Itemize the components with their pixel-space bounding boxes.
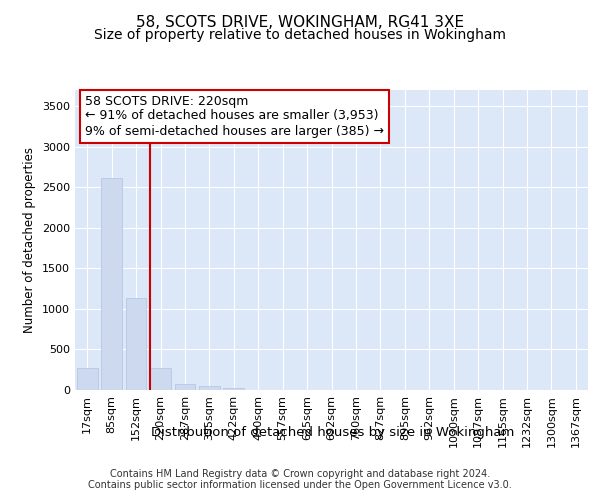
Text: Size of property relative to detached houses in Wokingham: Size of property relative to detached ho… (94, 28, 506, 42)
Bar (150, 368, 171, 390)
Bar (199, 386, 220, 390)
Text: 58 SCOTS DRIVE: 220sqm
← 91% of detached houses are smaller (3,953)
9% of semi-d: 58 SCOTS DRIVE: 220sqm ← 91% of detached… (85, 94, 384, 138)
Text: Distribution of detached houses by size in Wokingham: Distribution of detached houses by size … (151, 426, 515, 439)
Y-axis label: Number of detached properties: Number of detached properties (23, 147, 37, 333)
Bar (101, 178, 122, 390)
Bar (125, 298, 146, 390)
Bar (77, 368, 98, 390)
Text: 58, SCOTS DRIVE, WOKINGHAM, RG41 3XE: 58, SCOTS DRIVE, WOKINGHAM, RG41 3XE (136, 15, 464, 30)
Text: Contains public sector information licensed under the Open Government Licence v3: Contains public sector information licen… (88, 480, 512, 490)
Text: Contains HM Land Registry data © Crown copyright and database right 2024.: Contains HM Land Registry data © Crown c… (110, 469, 490, 479)
Bar (223, 388, 244, 390)
Bar (175, 384, 196, 390)
